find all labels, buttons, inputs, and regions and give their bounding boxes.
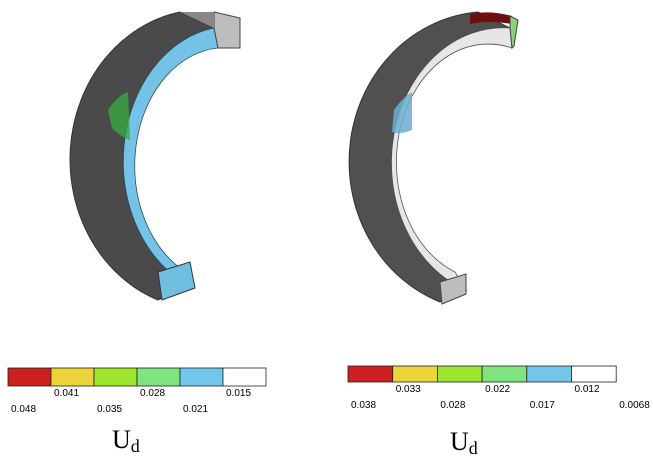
colorbar-label: 0.0068 [619, 400, 650, 411]
colorbar-cell [136, 367, 181, 387]
colorbar-label: 0.017 [530, 400, 555, 411]
colorbar-label: 0.028 [140, 388, 165, 399]
legend-title: Ud [112, 425, 140, 456]
colorbar-cell [392, 365, 438, 383]
colorbar-label: 0.028 [440, 400, 465, 411]
contour-patch [392, 92, 412, 134]
end-cap [213, 11, 241, 49]
colorbar-cell [179, 367, 224, 387]
title-sub: d [469, 438, 478, 458]
colorbar-cell [526, 365, 572, 383]
colorbar-label: 0.022 [485, 384, 510, 395]
colorbar-label: 0.021 [183, 404, 208, 415]
contour-patch [470, 12, 512, 24]
title-main: U [112, 425, 131, 454]
colorbar-label: 0.035 [97, 404, 122, 415]
legend-title: Ud [450, 427, 478, 458]
colorbar-cell [347, 365, 394, 383]
ring-right [348, 11, 519, 305]
colorbar-label: 0.015 [226, 388, 251, 399]
title-sub: d [131, 436, 140, 456]
legends: 0.048 0.041 0.035 0.028 0.021 0.015 Ud 0.038 0.0… [7, 365, 650, 458]
end-cap-top [180, 12, 214, 28]
title-main: U [450, 427, 469, 456]
colorbar-cell [7, 367, 52, 387]
ring-left [69, 11, 241, 301]
colorbar-cell [93, 367, 138, 387]
end-cap [157, 261, 196, 301]
colorbar-cell [436, 365, 483, 383]
colorbar-label: 0.012 [575, 384, 600, 395]
colorbar-cell [50, 367, 95, 387]
colorbar-label: 0.038 [351, 400, 376, 411]
end-cap [509, 15, 519, 50]
colorbar-label: 0.048 [11, 404, 36, 415]
contour-patch [108, 92, 130, 140]
colorbar-cell [481, 365, 528, 383]
colorbar-label: 0.033 [396, 384, 421, 395]
colorbar-cell [571, 365, 617, 383]
colorbar-label: 0.041 [54, 388, 79, 399]
ring-inner-face [391, 27, 513, 291]
colorbar-cell [222, 367, 267, 387]
end-cap [439, 273, 467, 305]
